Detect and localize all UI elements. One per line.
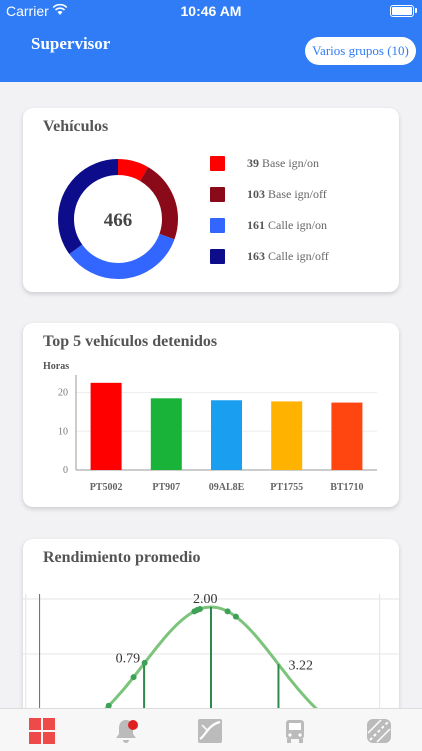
bar-x-tick-label: 09AL8E (209, 482, 245, 493)
vehicles-card-title: Vehículos (43, 118, 109, 135)
bar-y-tick-label: 0 (63, 465, 68, 476)
battery-icon (390, 5, 414, 17)
stopped-card-title: Top 5 vehículos detenidos (43, 333, 218, 350)
performance-marker-label: 0.79 (116, 652, 141, 667)
wifi-icon (52, 4, 68, 15)
status-bar: Carrier 10:46 AM (0, 0, 422, 22)
battery-tip (415, 8, 417, 13)
legend-count: 161 (247, 218, 265, 232)
nav-bar: Supervisor Varios grupos (10) (0, 22, 422, 82)
alerts-tab-icon[interactable] (112, 717, 140, 745)
performance-point (196, 605, 203, 612)
bar-y-tick-label: 10 (58, 426, 68, 437)
legend-swatch (210, 187, 225, 202)
bar-x-tick-label: PT5002 (90, 482, 123, 493)
vehicles-donut-chart: 466 (58, 159, 178, 279)
bar-pt907 (150, 398, 182, 470)
vehicles-card: Vehículos 466 39 Base ign/on 103 Base ig… (23, 108, 399, 292)
donut-slice-calle-ign-on (58, 159, 178, 279)
legend-count: 39 (247, 156, 259, 170)
legend-label: Base ign/off (268, 187, 327, 201)
performance-point (105, 702, 112, 709)
routes-tab-icon[interactable] (196, 717, 224, 745)
performance-card-title: Rendimiento promedio (43, 549, 201, 566)
legend-label: Base ign/on (262, 156, 319, 170)
tab-bar (0, 708, 422, 751)
dashboard-tab-icon[interactable] (28, 717, 56, 745)
performance-point (141, 659, 148, 666)
legend-count: 103 (247, 187, 265, 201)
bar-bt1710 (331, 402, 363, 470)
legend-label: Calle ign/on (268, 218, 327, 232)
bar-pt5002 (90, 382, 122, 470)
performance-point (232, 613, 239, 620)
clock: 10:46 AM (180, 3, 242, 19)
groups-button[interactable]: Varios grupos (10) (305, 37, 416, 65)
legend-label: Calle ign/off (268, 249, 329, 263)
bar-x-tick-label: PT907 (152, 482, 180, 493)
legend-swatch (210, 218, 225, 233)
bar-09al8e (211, 400, 242, 470)
page-title: Supervisor (31, 34, 111, 53)
stopped-vehicles-bar-chart: 0 10 20 PT5002 PT907 09AL8E PT1755 BT1710 (58, 375, 377, 493)
carrier-label: Carrier (6, 3, 49, 19)
donut-slice-base-ign-off (58, 159, 178, 279)
bar-y-tick-label: 20 (58, 388, 68, 399)
performance-point (130, 674, 137, 681)
performance-marker-label: 2.00 (193, 592, 218, 607)
bar-y-axis-label: Horas (43, 361, 70, 372)
bar-pt1755 (271, 401, 303, 470)
road-tab-icon[interactable] (365, 717, 393, 745)
performance-marker-label: 3.22 (288, 658, 313, 673)
performance-point (224, 608, 231, 615)
bar-x-tick-label: BT1710 (330, 482, 363, 493)
donut-slice-calle-ign-off (58, 159, 178, 279)
legend-swatch (210, 156, 225, 171)
legend-count: 163 (247, 249, 265, 263)
stopped-vehicles-card: Top 5 vehículos detenidos Horas 0 10 20 PT5… (23, 323, 399, 507)
donut-center-total: 466 (104, 210, 133, 231)
bar-x-tick-label: PT1755 (270, 482, 303, 493)
legend-swatch (210, 249, 225, 264)
vehicles-tab-icon[interactable] (281, 717, 309, 745)
